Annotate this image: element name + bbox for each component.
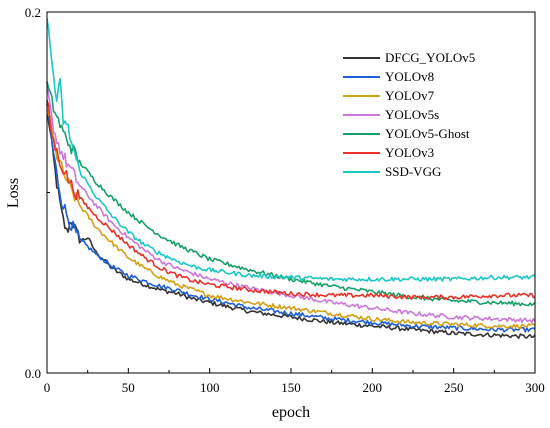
legend-label-yolov8: YOLOv8 — [385, 69, 434, 84]
x-tick-label: 50 — [122, 380, 135, 395]
series-line-yolov7 — [46, 104, 536, 329]
legend-label-dfcg-yolov5: DFCG_YOLOv5 — [385, 50, 475, 65]
x-axis-label: epoch — [272, 404, 310, 421]
series-line-yolov5s — [46, 82, 536, 324]
series-layer — [46, 18, 536, 339]
y-axis-label: Loss — [5, 178, 22, 208]
legend-label-yolov3: YOLOv3 — [385, 145, 434, 160]
series-line-yolov5-ghost — [46, 81, 536, 307]
legend-label-yolov5-ghost: YOLOv5-Ghost — [385, 126, 470, 141]
series-line-ssd-vgg — [46, 18, 536, 283]
legend-label-yolov7: YOLOv7 — [385, 88, 435, 103]
x-tick-label: 100 — [200, 380, 220, 395]
x-tick-label: 200 — [363, 380, 383, 395]
y-tick-label: 0.2 — [25, 5, 41, 20]
tick-layer — [46, 11, 536, 374]
series-line-yolov8 — [46, 99, 536, 333]
legend-label-ssd-vgg: SSD-VGG — [385, 164, 441, 179]
x-tick-label: 0 — [44, 380, 51, 395]
x-tick-label: 300 — [525, 380, 545, 395]
x-tick-label: 250 — [444, 380, 464, 395]
x-tick-label: 150 — [281, 380, 301, 395]
legend: DFCG_YOLOv5 YOLOv8 YOLOv7 YOLOv5s YOLOv5… — [343, 50, 475, 179]
legend-label-yolov5s: YOLOv5s — [385, 107, 439, 122]
y-tick-label: 0.0 — [25, 366, 41, 381]
series-line-yolov3 — [46, 100, 536, 301]
